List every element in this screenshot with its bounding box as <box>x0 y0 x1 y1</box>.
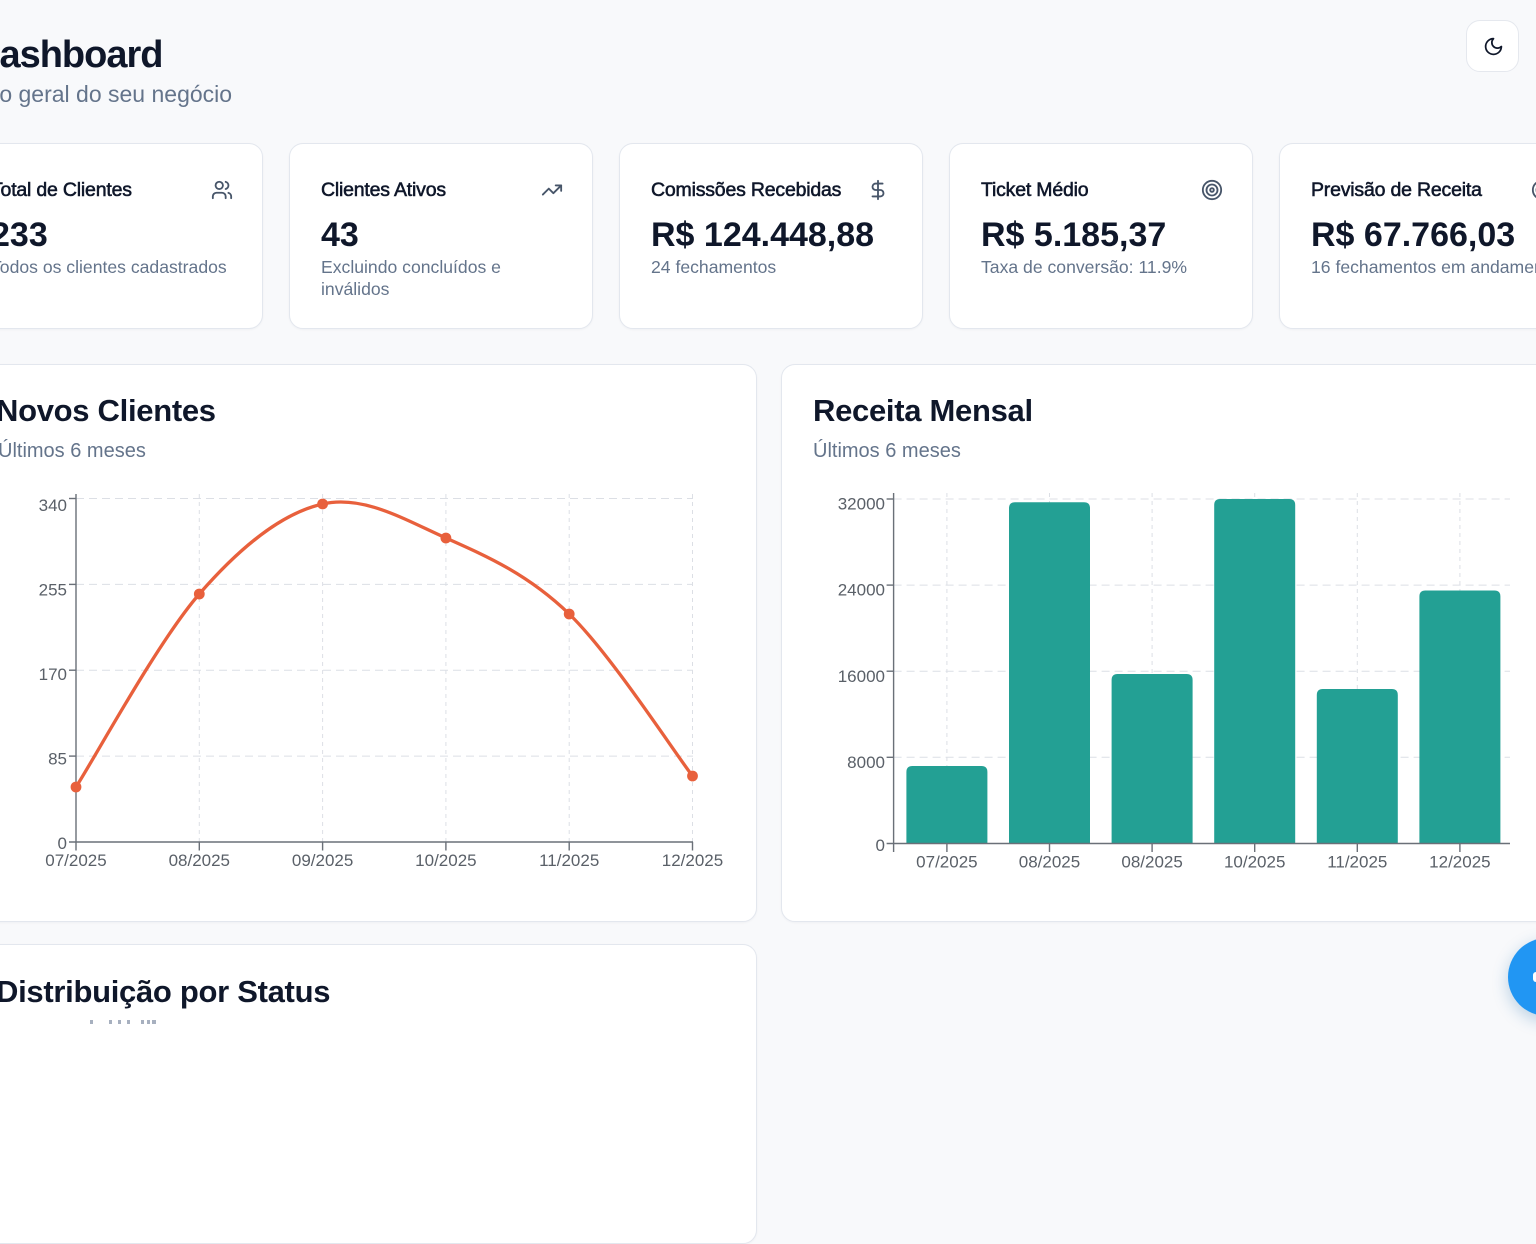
svg-text:09/2025: 09/2025 <box>292 851 353 870</box>
svg-text:10/2025: 10/2025 <box>1224 853 1285 872</box>
svg-text:08/2025: 08/2025 <box>1019 853 1080 872</box>
svg-text:0: 0 <box>876 836 885 855</box>
svg-text:170: 170 <box>39 665 67 684</box>
svg-text:32000: 32000 <box>838 495 885 514</box>
svg-text:11/2025: 11/2025 <box>539 851 599 870</box>
svg-text:07/2025: 07/2025 <box>45 851 106 870</box>
svg-text:12/2025: 12/2025 <box>662 851 723 870</box>
svg-text:8000: 8000 <box>847 753 885 772</box>
svg-text:12/2025: 12/2025 <box>1429 853 1490 872</box>
svg-text:08/2025: 08/2025 <box>169 851 230 870</box>
svg-text:340: 340 <box>39 496 67 515</box>
svg-text:08/2025: 08/2025 <box>1121 853 1182 872</box>
svg-text:255: 255 <box>39 581 67 600</box>
svg-text:16000: 16000 <box>838 667 885 686</box>
svg-text:85: 85 <box>48 750 67 769</box>
svg-text:0: 0 <box>58 834 67 853</box>
svg-text:10/2025: 10/2025 <box>415 851 476 870</box>
svg-text:24000: 24000 <box>838 581 885 600</box>
svg-text:11/2025: 11/2025 <box>1327 853 1387 872</box>
svg-text:07/2025: 07/2025 <box>916 853 977 872</box>
